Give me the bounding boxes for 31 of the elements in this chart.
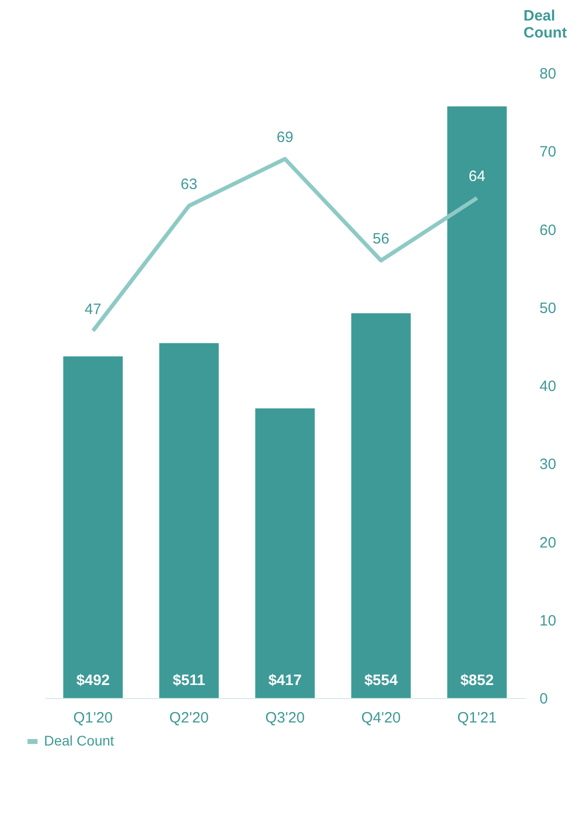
x-tick-label: Q3'20 (265, 710, 305, 726)
y2-tick-label: 50 (540, 300, 556, 317)
y2-tick-label: 40 (540, 378, 556, 395)
data-label: 69 (276, 128, 294, 146)
bar (447, 106, 507, 698)
data-label: $852 (460, 672, 494, 689)
x-tick-label: Q1'20 (73, 710, 113, 726)
data-label: 63 (180, 176, 198, 193)
data-label: $554 (364, 672, 398, 689)
data-label: 56 (372, 230, 390, 248)
data-label: $511 (172, 672, 206, 689)
y2-tick-label: 60 (540, 222, 556, 239)
bar (255, 408, 315, 698)
y2-axis-title: Deal Count (524, 8, 567, 42)
data-label: 47 (84, 300, 102, 318)
legend-label: Deal Count (44, 732, 114, 748)
y2-tick-label: 0 (540, 690, 548, 708)
bar (351, 313, 411, 698)
x-tick-label: Q1'21 (457, 710, 497, 726)
data-label: $492 (76, 672, 110, 689)
x-tick-label: Q2'20 (169, 710, 209, 726)
y2-tick-label: 70 (540, 144, 556, 161)
y2-tick-label: 30 (540, 456, 556, 474)
bar (63, 356, 123, 698)
y2-tick-label: 20 (540, 534, 556, 552)
data-label: 64 (468, 168, 486, 185)
x-tick-label: Q4'20 (361, 710, 401, 726)
y2-tick-label: 10 (540, 612, 556, 630)
bar (159, 343, 219, 698)
y2-tick-label: 80 (540, 66, 556, 82)
data-label: $417 (268, 672, 302, 689)
